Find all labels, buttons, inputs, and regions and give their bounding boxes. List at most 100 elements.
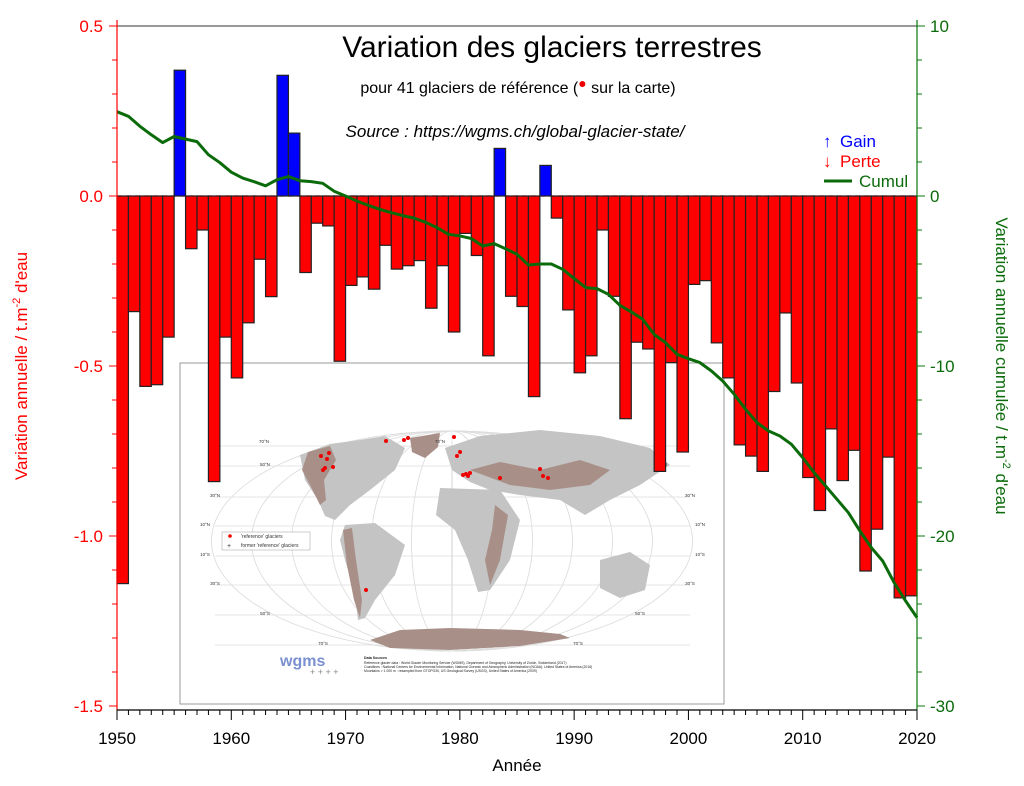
- andes: [343, 528, 362, 618]
- glacier-marker: [331, 465, 335, 469]
- map-source-line: Reference glacier data : World Glacier M…: [364, 661, 566, 665]
- eurasia-mountains: [470, 460, 610, 490]
- lat-label-left: 70°S: [318, 641, 328, 646]
- x-axis-label: Année: [492, 756, 541, 775]
- loss-bar-1966: [299, 195, 312, 274]
- loss-bar-2012: [824, 195, 838, 430]
- loss-bar-1971: [356, 195, 370, 278]
- loss-bar-1995: [630, 195, 644, 343]
- lat-label-right: 70°N: [435, 439, 445, 444]
- chart-subtitle: pour 41 glaciers de référence (● sur la …: [360, 75, 675, 97]
- loss-bar-1979: [447, 195, 461, 333]
- y-axis-label: Variation annuelle / t.m-2 d'eau: [11, 252, 31, 480]
- map-legend: 'reference' glaciers + former 'reference…: [221, 531, 311, 551]
- loss-bar-2019: [904, 195, 918, 597]
- loss-bar-1969: [333, 195, 347, 362]
- loss-bar-1984: [504, 195, 518, 297]
- lat-label-right: 50°S: [635, 611, 645, 616]
- x-tick-label: 1950: [98, 729, 136, 748]
- africa-mountains: [485, 505, 508, 585]
- antarctica: [370, 628, 570, 650]
- australia: [600, 552, 650, 598]
- loss-bar-1959: [219, 195, 232, 338]
- lat-label-left: 30°N: [210, 493, 220, 498]
- loss-bar-1997: [653, 195, 667, 472]
- lat-label-right: 70°S: [573, 641, 583, 646]
- loss-bar-1954: [162, 195, 175, 338]
- loss-bar-2010: [802, 195, 815, 479]
- loss-bar-1985: [516, 195, 530, 308]
- y-tick-label: -1.0: [74, 527, 103, 546]
- loss-bar-1956: [184, 195, 198, 250]
- lat-label-left: 10°S: [200, 552, 210, 557]
- x-tick-label: 1980: [441, 729, 479, 748]
- loss-bar-1999: [676, 195, 690, 453]
- loss-bar-1998: [664, 195, 678, 364]
- loss-bar-1977: [424, 195, 438, 309]
- y2-axis-label: Variation annuelle cumulée / t.m-2 d'eau: [992, 217, 1012, 514]
- glacier-marker: [458, 450, 462, 454]
- lat-label-left: 10°N: [200, 522, 210, 527]
- lat-label-left: 50°S: [260, 611, 270, 616]
- reference-glacier-marker-icon: [228, 534, 232, 538]
- subtitle-prefix: pour 41 glaciers de référence (: [360, 80, 579, 97]
- glacier-marker: [498, 476, 502, 480]
- y-tick-label: -1.5: [74, 697, 103, 716]
- loss-bar-1953: [150, 195, 164, 386]
- loss-bar-1960: [230, 195, 244, 379]
- glacier-marker: [325, 457, 329, 461]
- loss-bar-1975: [402, 195, 415, 267]
- y2-tick-label: -20: [930, 527, 955, 546]
- x-tick-label: 1990: [555, 729, 593, 748]
- cumul-line: [116, 110, 919, 619]
- map-source-line: Mountains > 1 000 m : resampled from GTO…: [364, 669, 537, 673]
- x-tick-label: 1970: [327, 729, 365, 748]
- loss-bar-1989: [562, 195, 575, 311]
- legend-loss: Perte: [840, 152, 881, 171]
- gain-arrow-icon: ↑: [823, 132, 832, 151]
- y2-label-text: Variation annuelle cumulée / t.m: [992, 217, 1011, 459]
- subtitle-suffix: sur la carte): [587, 80, 676, 97]
- y-tick-label: -0.5: [74, 357, 103, 376]
- loss-bar-1973: [379, 195, 392, 246]
- x-tick-label: 2020: [898, 729, 936, 748]
- lat-label-right: 10°N: [695, 522, 705, 527]
- loss-bar-1951: [127, 195, 141, 313]
- gain-bar-1965: [287, 132, 301, 197]
- wgms-logo: wgms: [279, 653, 325, 670]
- loss-bar-1950: [116, 195, 130, 585]
- lat-label-left: 70°N: [259, 439, 269, 444]
- lat-label-left: 30°S: [210, 581, 220, 586]
- lat-label-right: 30°S: [685, 581, 695, 586]
- glacier-marker: [455, 454, 459, 458]
- loss-bar-2007: [767, 195, 781, 393]
- map-legend-former: former 'reference' glaciers: [241, 543, 299, 549]
- glacier-marker: [452, 435, 456, 439]
- glacier-marker: [319, 454, 323, 458]
- loss-bar-1968: [322, 195, 335, 227]
- y-label-text: Variation annuelle / t.m: [12, 307, 31, 480]
- x-tick-label: 1960: [212, 729, 250, 748]
- legend-gain: Gain: [840, 132, 876, 151]
- y2-tick-label: 10: [930, 17, 949, 36]
- glacier-marker: [538, 467, 542, 471]
- loss-bar-2018: [893, 195, 907, 599]
- loss-bar-2015: [859, 195, 872, 572]
- y2-label-sup: -2: [1000, 459, 1012, 469]
- glacier-marker: [468, 471, 472, 475]
- y2-tick-label: -10: [930, 357, 955, 376]
- greenland: [410, 433, 440, 458]
- loss-bar-2013: [836, 195, 850, 482]
- loss-bar-1974: [390, 195, 404, 270]
- loss-bar-1958: [207, 195, 221, 483]
- legend-cumul: Cumul: [859, 172, 908, 191]
- loss-bar-1962: [253, 195, 267, 260]
- loss-bar-2002: [710, 195, 724, 344]
- glacier-marker: [402, 438, 406, 442]
- meridian-line: [211, 430, 693, 652]
- gain-bar-1987: [539, 164, 552, 197]
- glacier-marker: [384, 439, 388, 443]
- glacier-marker: [541, 474, 545, 478]
- map-sources-title: Data Sources: [364, 656, 387, 660]
